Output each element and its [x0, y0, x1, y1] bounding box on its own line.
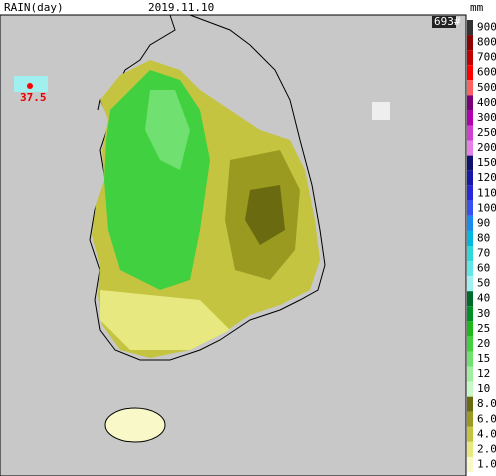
legend-swatch	[467, 125, 473, 141]
legend-swatch	[467, 230, 473, 246]
legend-label: 40	[477, 292, 490, 305]
legend-label: 1.0	[477, 457, 496, 470]
legend-label: 700	[477, 51, 496, 64]
legend-swatch	[467, 185, 473, 201]
legend-swatch	[467, 20, 473, 36]
legend-swatch	[467, 336, 473, 352]
rain-area	[372, 102, 390, 120]
legend-label: 90	[477, 216, 490, 229]
legend-label: 110	[477, 186, 496, 199]
map-title: RAIN(day)	[4, 1, 64, 14]
station-marker	[27, 83, 33, 89]
legend-swatch	[467, 381, 473, 397]
count-box	[432, 16, 456, 28]
legend-label: 300	[477, 111, 496, 124]
legend-swatch	[467, 50, 473, 66]
legend-unit: mm	[470, 1, 484, 14]
jeju-island	[104, 407, 166, 443]
legend-label: 6.0	[477, 412, 496, 425]
legend-label: 150	[477, 156, 496, 169]
legend-swatch	[467, 110, 473, 126]
legend-label: 8.0	[477, 397, 496, 410]
legend-swatch	[467, 215, 473, 231]
legend-label: 80	[477, 231, 490, 244]
legend-swatch	[467, 291, 473, 307]
legend-label: 30	[477, 307, 490, 320]
legend-label: 120	[477, 171, 496, 184]
legend-swatch	[467, 246, 473, 262]
legend-swatch	[467, 396, 473, 412]
legend-label: 4.0	[477, 427, 496, 440]
map-area: 37.5 693#	[0, 14, 467, 476]
legend-swatch	[467, 351, 473, 367]
legend-swatch	[467, 65, 473, 81]
legend-label: 900	[477, 21, 496, 34]
rain-area	[245, 185, 285, 245]
legend-swatch	[467, 426, 473, 442]
legend-label: 20	[477, 337, 490, 350]
legend-swatch	[467, 261, 473, 277]
legend-swatch	[467, 321, 473, 337]
legend-swatch	[467, 95, 473, 111]
legend-label: 250	[477, 126, 496, 139]
legend-label: 50	[477, 277, 490, 290]
legend-label: 10	[477, 382, 490, 395]
legend-swatch	[467, 306, 473, 322]
legend-swatch	[467, 155, 473, 171]
legend-swatch	[467, 140, 473, 156]
legend-label: 200	[477, 141, 496, 154]
legend-label: 15	[477, 352, 490, 365]
legend: 900 800 700 600 500 400 300 250 200 150 120 110 100 9…	[467, 20, 496, 472]
legend-swatch	[467, 276, 473, 292]
legend-label: 12	[477, 367, 490, 380]
legend-swatch	[467, 170, 473, 186]
rain-area	[100, 290, 230, 350]
station-count: 693#	[434, 15, 461, 28]
legend-label: 60	[477, 262, 490, 275]
legend-swatch	[467, 80, 473, 96]
station-value: 37.5	[20, 91, 47, 104]
legend-swatch	[467, 411, 473, 427]
legend-label: 800	[477, 36, 496, 49]
legend-swatch	[467, 366, 473, 382]
legend-label: 2.0	[477, 442, 496, 455]
legend-label: 70	[477, 247, 490, 260]
map-date: 2019.11.10	[148, 1, 214, 14]
legend-swatch	[467, 441, 473, 457]
legend-label: 25	[477, 322, 490, 335]
legend-swatch	[467, 35, 473, 51]
legend-label: 100	[477, 201, 496, 214]
legend-swatch	[467, 200, 473, 216]
legend-label: 600	[477, 66, 496, 79]
legend-swatch	[467, 456, 473, 472]
legend-label: 500	[477, 81, 496, 94]
rain-area	[145, 90, 190, 170]
legend-label: 400	[477, 96, 496, 109]
